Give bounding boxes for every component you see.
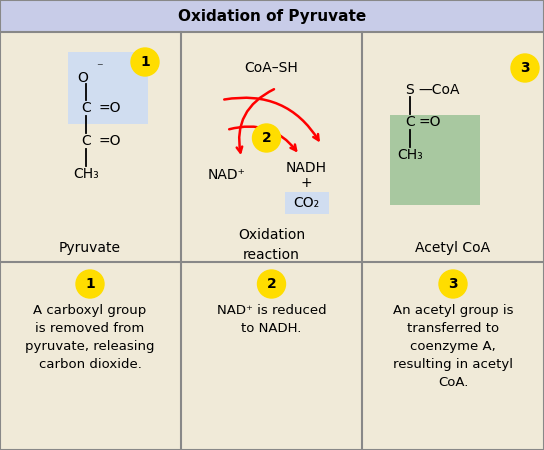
Text: CoA–SH: CoA–SH: [245, 61, 298, 75]
Text: Pyruvate: Pyruvate: [59, 241, 121, 255]
Text: Acetyl CoA: Acetyl CoA: [416, 241, 491, 255]
Circle shape: [439, 270, 467, 298]
Text: =O: =O: [418, 115, 441, 129]
Text: 3: 3: [448, 277, 458, 291]
Text: S: S: [406, 83, 415, 97]
Text: 1: 1: [85, 277, 95, 291]
Bar: [0, 0, 544, 32]
Text: =O: =O: [98, 101, 121, 115]
Text: CH₃: CH₃: [73, 167, 99, 181]
Text: ⁻: ⁻: [96, 62, 103, 75]
Circle shape: [76, 270, 104, 298]
Text: 3: 3: [520, 61, 530, 75]
Text: —CoA: —CoA: [418, 83, 460, 97]
Bar: [390, 115, 480, 205]
Bar: [285, 192, 329, 214]
Text: CH₃: CH₃: [397, 148, 423, 162]
Circle shape: [131, 48, 159, 76]
Text: C: C: [81, 134, 91, 148]
Text: An acetyl group is
transferred to
coenzyme A,
resulting in acetyl
CoA.: An acetyl group is transferred to coenzy…: [393, 304, 513, 389]
Circle shape: [511, 54, 539, 82]
Text: 1: 1: [140, 55, 150, 69]
Text: 2: 2: [267, 277, 276, 291]
Bar: [0, 262, 544, 450]
Circle shape: [257, 270, 286, 298]
Text: =O: =O: [98, 134, 121, 148]
Text: O: O: [77, 71, 88, 85]
Text: 2: 2: [262, 131, 271, 145]
Text: Oxidation
reaction: Oxidation reaction: [238, 228, 305, 262]
Text: CO₂: CO₂: [293, 196, 319, 210]
Text: C: C: [81, 101, 91, 115]
Circle shape: [252, 124, 281, 152]
Text: NAD⁺ is reduced
to NADH.: NAD⁺ is reduced to NADH.: [217, 304, 326, 335]
Text: C: C: [405, 115, 415, 129]
Text: +: +: [301, 176, 312, 190]
Text: A carboxyl group
is removed from
pyruvate, releasing
carbon dioxide.: A carboxyl group is removed from pyruvat…: [25, 304, 154, 371]
Bar: [68, 52, 148, 124]
Text: NAD⁺: NAD⁺: [208, 168, 245, 182]
Text: Oxidation of Pyruvate: Oxidation of Pyruvate: [178, 9, 366, 23]
Text: NADH: NADH: [286, 161, 327, 175]
Bar: [0, 32, 544, 262]
